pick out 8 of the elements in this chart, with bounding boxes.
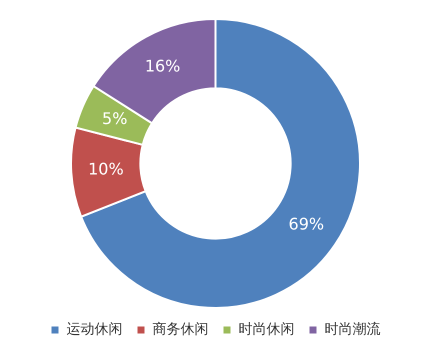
data-label: 69% [288, 214, 324, 234]
legend-label: 时尚休闲 [238, 322, 294, 338]
data-label: 16% [144, 56, 180, 76]
data-label: 10% [88, 160, 124, 179]
legend-label: 时尚潮流 [324, 322, 380, 338]
legend-label: 商务休闲 [152, 322, 208, 338]
data-label: 5% [102, 109, 128, 128]
legend-label: 运动休闲 [66, 322, 122, 338]
